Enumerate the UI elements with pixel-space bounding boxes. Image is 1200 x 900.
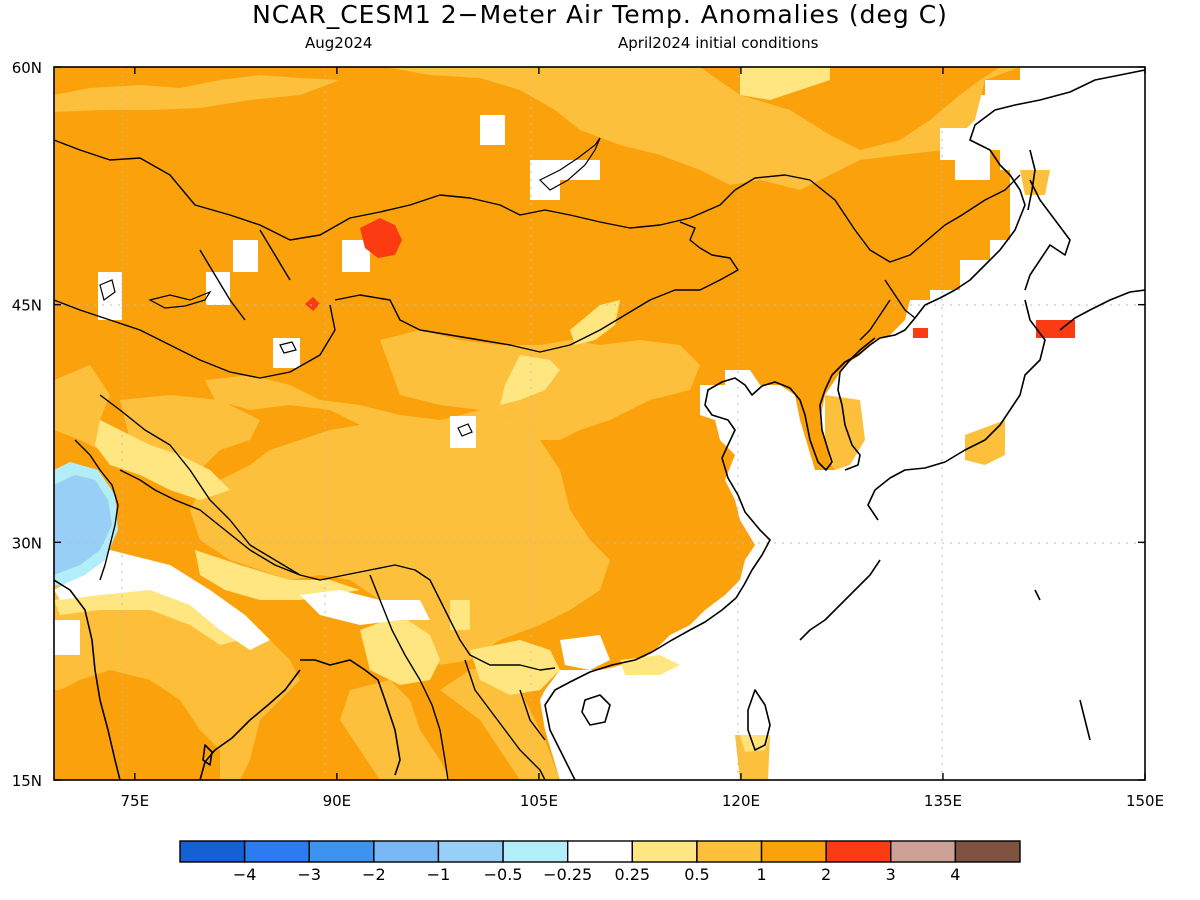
border-mongolia bbox=[334, 221, 739, 353]
valid-month-label: Aug2024 bbox=[305, 34, 373, 52]
colorbar-swatch bbox=[696, 840, 763, 863]
coastline-asia-east bbox=[544, 69, 1145, 780]
colorbar-swatch bbox=[890, 840, 957, 863]
colorbar-swatch bbox=[502, 840, 569, 863]
coastline-india-east bbox=[199, 669, 301, 780]
lake-qinghai bbox=[457, 423, 473, 437]
lon-tick-label: 120E bbox=[722, 792, 760, 810]
colorbar-swatch bbox=[179, 840, 246, 863]
lon-tick-label: 90E bbox=[323, 792, 352, 810]
coastline-india-west bbox=[54, 579, 121, 780]
colorbar-label: 0.25 bbox=[614, 865, 650, 884]
colorbar-label: 3 bbox=[886, 865, 896, 884]
colorbar-label: −0.25 bbox=[543, 865, 592, 884]
colorbar-swatch bbox=[373, 840, 440, 863]
lake-baikal bbox=[538, 137, 601, 191]
border-china-korea bbox=[859, 299, 891, 341]
lon-tick-label: 150E bbox=[1126, 792, 1164, 810]
colorbar-swatch bbox=[308, 840, 375, 863]
island-chain-ryukyu bbox=[799, 559, 1091, 741]
border-china-russia-east bbox=[884, 279, 916, 319]
land-anomaly-2-to-3 bbox=[305, 218, 1075, 338]
land-anomaly-0.25-to-0.5 bbox=[54, 67, 830, 752]
colorbar-swatch bbox=[437, 840, 504, 863]
land-anomaly-neg-0.25-to-neg-0.5 bbox=[54, 462, 118, 585]
border-russia-south bbox=[54, 139, 1021, 263]
lat-tick-label: 30N bbox=[12, 534, 42, 552]
map-frame bbox=[53, 66, 1146, 781]
colorbar-swatch bbox=[825, 840, 892, 863]
anomaly-field bbox=[54, 67, 1145, 780]
colorbar-label: −4 bbox=[233, 865, 257, 884]
colorbar-label: −2 bbox=[362, 865, 386, 884]
colorbar-label: 4 bbox=[950, 865, 960, 884]
land-anomaly-near-zero bbox=[54, 115, 990, 670]
coastlines bbox=[54, 69, 1145, 780]
coastline-bay-of-bengal bbox=[300, 659, 401, 776]
colorbar-swatch bbox=[760, 840, 827, 863]
land-anomaly-neg-0.5-to-neg-1 bbox=[54, 475, 112, 578]
initial-conditions-label: April2024 initial conditions bbox=[618, 34, 819, 52]
colorbar-swatch bbox=[566, 840, 634, 863]
country-borders bbox=[54, 139, 1021, 780]
lon-tick-label: 105E bbox=[520, 792, 558, 810]
axis-ticks: 75E 90E 105E 120E 135E 150E 60N 45N 30N 15N bbox=[12, 59, 1164, 810]
colorbar-label: −0.5 bbox=[484, 865, 523, 884]
colorbar-label: 0.5 bbox=[684, 865, 709, 884]
coastline-sri-lanka bbox=[202, 744, 213, 766]
coastline-hainan bbox=[581, 694, 611, 726]
border-myanmar bbox=[369, 574, 449, 780]
border-kazakhstan bbox=[54, 229, 336, 379]
colorbar-label: 1 bbox=[756, 865, 766, 884]
colorbar-swatch bbox=[631, 840, 698, 863]
colorbar-label: 2 bbox=[821, 865, 831, 884]
border-pakistan bbox=[74, 439, 119, 581]
chart-title: NCAR_CESM1 2−Meter Air Temp. Anomalies (… bbox=[252, 0, 948, 29]
border-china-south bbox=[99, 394, 556, 671]
colorbar-label: −3 bbox=[297, 865, 321, 884]
coastline-sakhalin-hokkaido bbox=[1027, 149, 1036, 211]
lon-tick-label: 135E bbox=[924, 792, 962, 810]
lat-tick-label: 45N bbox=[12, 297, 42, 315]
lake-aral-area bbox=[99, 279, 116, 301]
coastline-taiwan bbox=[747, 689, 771, 751]
colorbar-swatch bbox=[243, 840, 310, 863]
land-anomaly-0.5-to-1 bbox=[54, 67, 1050, 780]
colorbar-label: −1 bbox=[427, 865, 451, 884]
lon-tick-label: 75E bbox=[121, 792, 150, 810]
lat-tick-label: 15N bbox=[12, 772, 42, 790]
coastline-korea bbox=[837, 337, 876, 471]
lat-tick-label: 60N bbox=[12, 59, 42, 77]
border-himalaya bbox=[119, 469, 301, 576]
colorbar: −4 −3 −2 −1 −0.5 −0.25 0.25 0.5 1 2 3 4 bbox=[179, 840, 1021, 884]
border-indochina bbox=[464, 659, 546, 780]
lake-balkhash bbox=[148, 290, 212, 309]
lake-issyk-kul bbox=[279, 341, 297, 354]
coastline-japan bbox=[867, 179, 1145, 521]
graticule bbox=[54, 67, 1145, 780]
colorbar-swatch bbox=[954, 840, 1021, 863]
lakes bbox=[99, 137, 601, 437]
